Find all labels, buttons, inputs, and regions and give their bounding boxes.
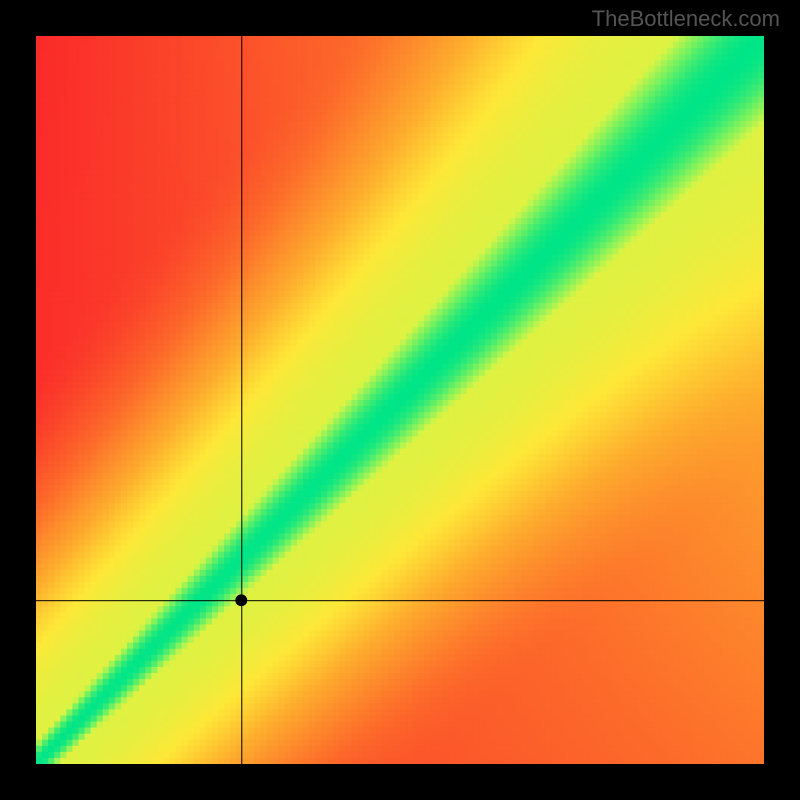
watermark-text: TheBottleneck.com xyxy=(592,6,780,32)
bottleneck-heatmap xyxy=(36,36,764,764)
heatmap-canvas xyxy=(36,36,764,764)
